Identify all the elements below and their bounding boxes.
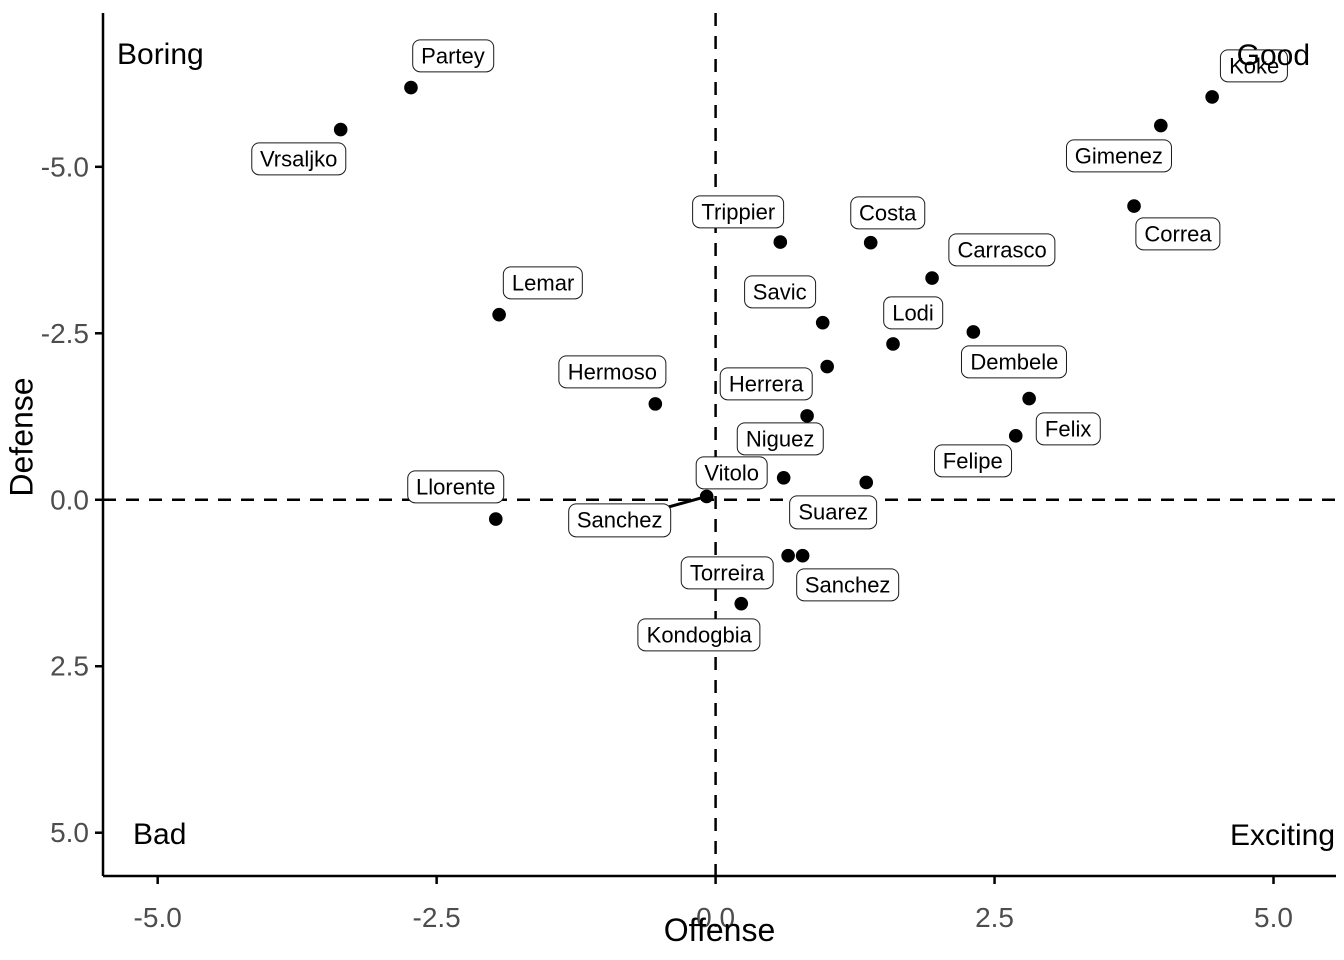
data-point	[1022, 391, 1036, 406]
player-label: Llorente	[407, 470, 505, 504]
player-label: Dembele	[961, 345, 1068, 379]
x-axis-title: Offense	[663, 912, 776, 948]
x-tick-label: -5.0	[134, 902, 182, 933]
x-tick-label: 0.0	[696, 902, 735, 933]
y-tick-label: -2.5	[41, 318, 89, 349]
data-point	[859, 475, 874, 490]
data-point	[820, 359, 834, 374]
player-label: Niguez	[736, 422, 824, 456]
data-point	[1154, 118, 1168, 133]
player-label: Suarez	[789, 495, 878, 530]
player-label: Sanchez	[795, 568, 900, 602]
data-point	[863, 235, 878, 250]
player-label: Partey	[412, 38, 494, 73]
y-tick-label: 0.0	[50, 484, 89, 515]
data-point	[781, 548, 795, 563]
y-axis-title: Defense	[3, 377, 40, 497]
player-label: Trippier	[692, 195, 785, 229]
player-label: Gimenez	[1065, 138, 1172, 173]
player-label: Lemar	[502, 265, 584, 300]
player-label: Koke	[1220, 49, 1289, 83]
player-label: Kondogbia	[637, 617, 761, 652]
y-tick-label: -5.0	[41, 151, 89, 182]
player-label: Lodi	[883, 296, 943, 330]
corner-annotation-bottom-left: Bad	[133, 818, 187, 851]
player-label: Felix	[1035, 411, 1101, 446]
player-label: Herrera	[719, 366, 813, 401]
x-tick-label: 5.0	[1254, 902, 1293, 933]
x-tick-label: -2.5	[413, 902, 461, 933]
data-point	[886, 337, 900, 351]
y-tick-label: 2.5	[50, 651, 89, 682]
data-point	[966, 325, 981, 339]
data-point	[1008, 429, 1023, 443]
data-point	[776, 470, 791, 485]
data-point	[1127, 199, 1141, 213]
corner-annotation-top-left: Boring	[117, 38, 204, 71]
x-tick-label: 2.5	[975, 902, 1014, 933]
player-label: Hermoso	[558, 355, 666, 389]
player-label: Savic	[743, 274, 816, 309]
data-point	[800, 409, 814, 423]
player-label: Carrasco	[948, 233, 1056, 267]
corner-annotation-top-right: Good	[1236, 39, 1310, 72]
data-point	[815, 315, 830, 330]
data-point	[699, 489, 714, 504]
data-point	[734, 596, 749, 611]
player-label: Felipe	[933, 444, 1012, 478]
data-point	[795, 548, 810, 563]
player-label: Vitolo	[695, 456, 768, 490]
data-point	[488, 512, 503, 526]
player-label: Correa	[1135, 217, 1221, 251]
corner-annotation-bottom-right: Exciting	[1229, 819, 1335, 852]
data-point	[492, 307, 506, 322]
player-label: Costa	[849, 196, 926, 230]
data-point	[773, 235, 788, 249]
data-point	[1205, 90, 1219, 104]
data-point	[925, 271, 939, 285]
y-tick-label: 5.0	[50, 817, 89, 848]
data-point	[333, 122, 348, 137]
data-point	[404, 80, 418, 95]
player-label: Vrsaljko	[250, 141, 347, 176]
player-label: Torreira	[680, 556, 774, 590]
player-label: Sanchez	[567, 503, 672, 538]
data-point	[648, 397, 663, 411]
